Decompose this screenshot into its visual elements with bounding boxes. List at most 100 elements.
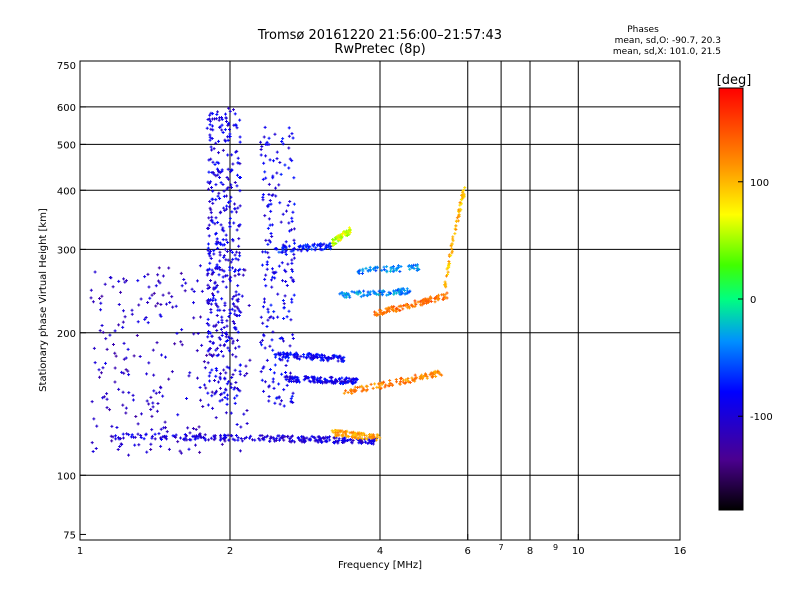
data-point [145,450,149,454]
data-point [265,263,269,267]
data-point [261,321,265,325]
data-point [395,380,399,384]
data-point [212,287,216,291]
data-point [265,358,269,362]
data-point [219,393,223,397]
data-point [227,121,231,125]
data-point [261,250,265,254]
data-point [131,393,135,397]
data-point [229,275,233,279]
data-point [160,353,164,357]
data-point [285,375,289,379]
data-point [352,390,356,394]
y-tick-label: 500 [57,140,76,151]
data-point [318,247,322,251]
data-point [337,433,341,437]
data-point [110,439,114,443]
data-point [213,437,217,441]
data-point [296,376,300,380]
data-point [192,301,196,305]
data-point [216,173,220,177]
data-point [208,340,212,344]
data-point [264,142,268,146]
data-point [224,258,228,262]
data-point [236,299,240,303]
data-point [206,187,210,191]
data-point [228,308,232,312]
data-point [282,404,286,408]
data-point [332,381,336,385]
data-point [214,232,218,236]
colorbar [718,87,744,511]
data-point [120,370,124,374]
data-point [313,242,317,246]
data-point [146,321,150,325]
data-point [226,138,230,142]
data-point [399,304,403,308]
data-point [209,249,213,253]
data-point [274,194,278,198]
data-point [231,266,235,270]
data-point [151,401,155,405]
data-point [202,360,206,364]
data-point [161,394,165,398]
data-point [228,205,232,209]
data-point [390,305,394,309]
data-point [349,438,353,442]
data-point [188,431,192,435]
x-tick-label: 10 [572,546,585,557]
data-point [286,203,290,207]
data-point [145,372,149,376]
data-point [365,434,369,438]
data-point [404,380,408,384]
info-heading: Phases [627,25,659,35]
data-point [229,249,233,253]
data-point [111,285,115,289]
data-point [279,220,283,224]
data-point [288,351,292,355]
data-point [191,426,195,430]
data-point [444,296,448,300]
data-point [277,264,281,268]
chart-title: Tromsø 20161220 21:56:00–21:57:43 [257,28,502,43]
data-point [335,235,339,239]
series-O-mid [338,287,412,299]
data-point [111,343,115,347]
data-point [101,366,105,370]
data-point [360,384,364,388]
data-point [271,377,275,381]
data-point [411,305,415,309]
data-point [155,341,159,345]
data-point [191,434,195,438]
data-point [167,447,171,451]
data-point [98,329,102,333]
data-point [269,315,273,319]
data-point [436,295,440,299]
data-point [208,138,212,142]
data-point [290,258,294,262]
data-point [222,229,226,233]
data-point [239,425,243,429]
data-point [388,291,392,295]
data-point [263,125,267,129]
data-point [212,147,216,151]
data-point [299,438,303,442]
data-point [151,348,155,352]
data-point [244,364,248,368]
data-point [211,160,215,164]
data-point [133,443,137,447]
data-point [311,244,315,248]
data-point [345,376,349,380]
data-point [259,340,263,344]
data-point [399,380,403,384]
data-point [264,238,268,242]
data-point [227,366,231,370]
data-point [165,302,169,306]
chart-subtitle: RwPretec (8p) [334,42,425,57]
data-point [238,189,242,193]
data-point [224,436,228,440]
data-point [231,162,235,166]
data-point [333,439,337,443]
data-point [351,378,355,382]
data-point [214,198,218,202]
